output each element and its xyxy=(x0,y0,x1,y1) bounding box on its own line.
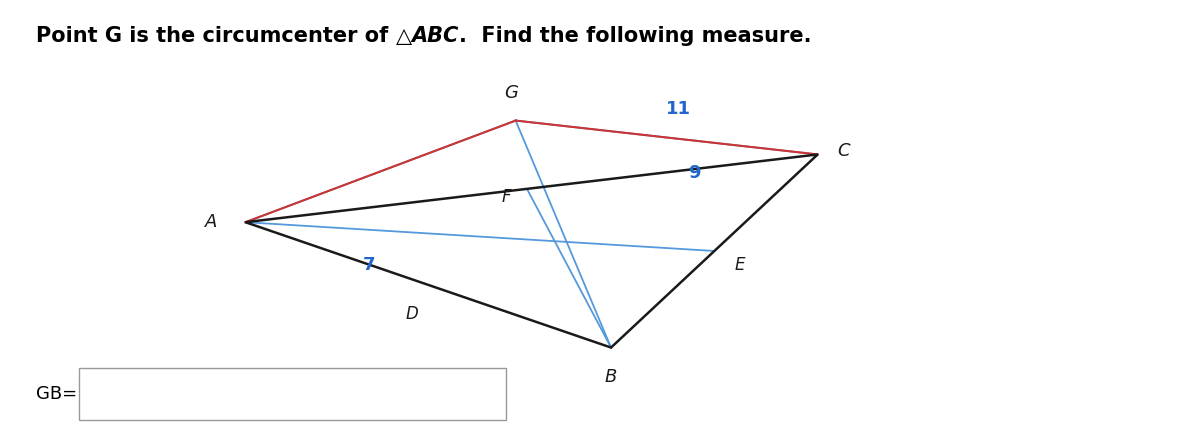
Text: 7: 7 xyxy=(362,256,374,274)
Text: A: A xyxy=(205,213,217,231)
Text: ABC: ABC xyxy=(412,26,458,46)
Text: E: E xyxy=(734,256,745,274)
Text: G: G xyxy=(505,84,518,102)
Text: C: C xyxy=(838,142,850,160)
Text: .  Find the following measure.: . Find the following measure. xyxy=(458,26,811,46)
Text: B: B xyxy=(605,368,617,386)
Text: F: F xyxy=(502,188,511,206)
Text: GB=: GB= xyxy=(36,385,77,403)
FancyBboxPatch shape xyxy=(79,368,506,420)
Text: Point G is the circumcenter of: Point G is the circumcenter of xyxy=(36,26,396,46)
Text: D: D xyxy=(406,305,419,323)
Text: △: △ xyxy=(396,26,412,46)
Text: 11: 11 xyxy=(666,100,691,118)
Text: 9: 9 xyxy=(689,164,701,182)
